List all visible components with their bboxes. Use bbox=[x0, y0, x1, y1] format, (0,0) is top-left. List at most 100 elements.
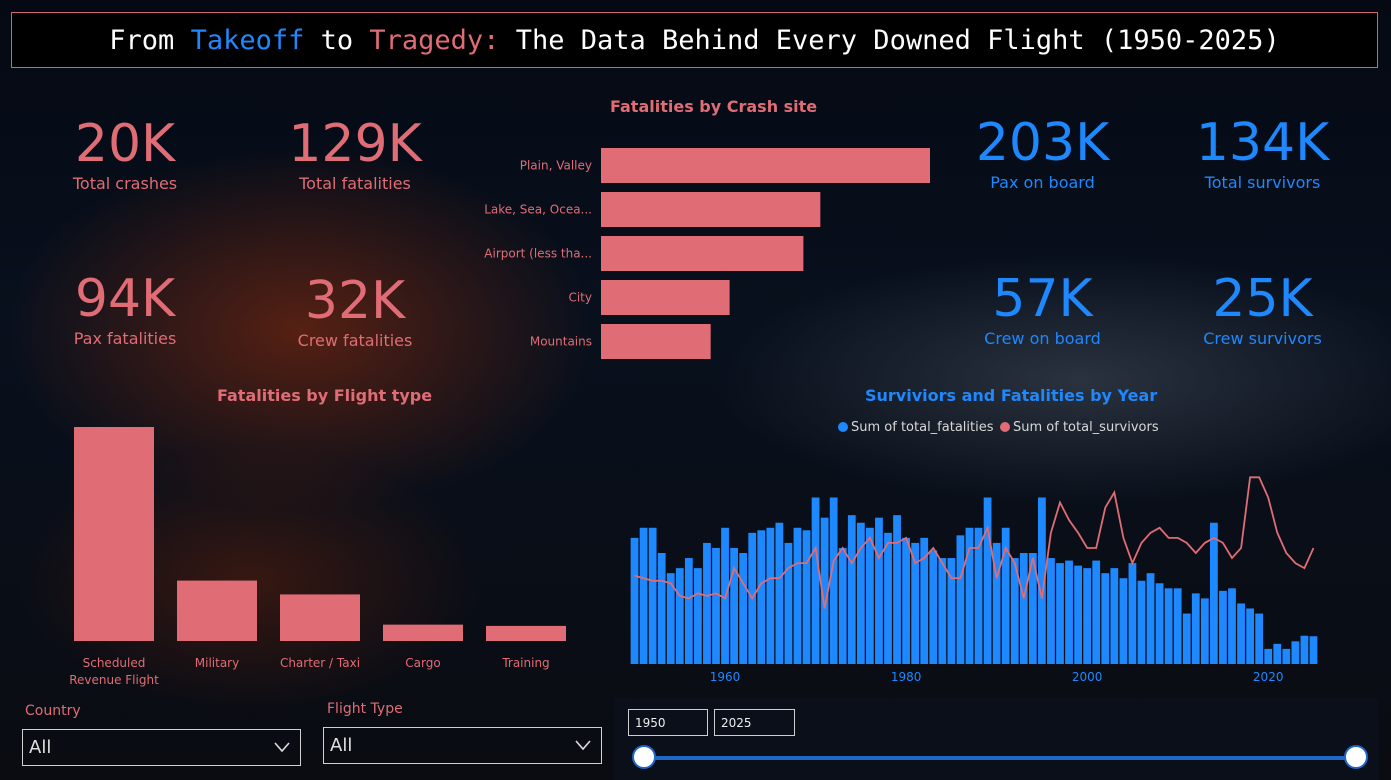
fatalities-bar bbox=[684, 558, 693, 664]
range-start-handle[interactable] bbox=[632, 745, 656, 769]
kpi-crew-on-board: 57K Crew on board bbox=[955, 271, 1130, 348]
survivors-line bbox=[634, 476, 1315, 609]
dashboard-title: From Takeoff to Tragedy: The Data Behind… bbox=[11, 12, 1378, 68]
fatalities-bar bbox=[675, 568, 684, 664]
flight-type-bar bbox=[383, 624, 463, 641]
flight-type-chart: Scheduled Revenue Flight Military Charter /… bbox=[69, 427, 566, 687]
fatalities-bar bbox=[775, 522, 784, 664]
fatalities-bar bbox=[1200, 598, 1209, 664]
flight-type-chart-title: Fatalities by Flight type bbox=[217, 386, 433, 405]
crash-site-bar bbox=[601, 280, 730, 315]
year-range-slicer: 1950 2025 bbox=[614, 698, 1379, 780]
fatalities-bar bbox=[1074, 565, 1082, 664]
fatalities-bar bbox=[920, 537, 929, 664]
title-part: Tragedy: bbox=[369, 24, 500, 56]
kpi-value: 57K bbox=[992, 269, 1093, 329]
kpi-crew-fatalities: 32K Crew fatalities bbox=[270, 273, 440, 350]
kpi-label: Crew survivors bbox=[1203, 329, 1322, 348]
fatalities-bar bbox=[1237, 603, 1245, 664]
fatalities-bar bbox=[739, 553, 748, 664]
kpi-pax-on-board: 203K Pax on board bbox=[955, 115, 1130, 192]
fatalities-bar bbox=[1155, 583, 1164, 664]
fatalities-bar bbox=[1110, 568, 1119, 664]
fatalities-bar bbox=[1028, 553, 1037, 664]
legend-marker bbox=[1000, 422, 1010, 432]
year-axis-tick-label: 1980 bbox=[891, 670, 922, 684]
fatalities-bar bbox=[784, 542, 793, 664]
fatalities-bar bbox=[911, 542, 920, 664]
country-dropdown[interactable]: All bbox=[22, 729, 301, 766]
fatalities-bar bbox=[1047, 558, 1055, 664]
fatalities-bar bbox=[1246, 608, 1254, 664]
range-end-input[interactable]: 2025 bbox=[714, 709, 795, 736]
fatalities-bar bbox=[974, 527, 983, 664]
fatalities-bar bbox=[965, 527, 974, 664]
fatalities-bar bbox=[1128, 563, 1137, 664]
year-chart: Sum of total_fatalities Sum of total_surv… bbox=[630, 420, 1318, 684]
kpi-value: 32K bbox=[304, 271, 406, 331]
fatalities-bar bbox=[983, 497, 992, 664]
fatalities-bar bbox=[639, 527, 648, 664]
legend-marker bbox=[838, 422, 848, 432]
fatalities-bar bbox=[1119, 578, 1128, 664]
kpi-label: Total fatalities bbox=[299, 174, 411, 193]
legend-label: Sum of total_survivors bbox=[1013, 420, 1159, 435]
crash-site-category-label: Lake, Sea, Ocea... bbox=[484, 203, 592, 217]
fatalities-bar bbox=[802, 530, 811, 664]
fatalities-bar bbox=[703, 542, 711, 664]
fatalities-bar bbox=[666, 573, 675, 664]
fatalities-bar bbox=[866, 527, 874, 664]
flight-type-bar bbox=[486, 625, 566, 641]
fatalities-bar bbox=[1010, 558, 1019, 664]
kpi-label: Total crashes bbox=[72, 174, 178, 193]
crash-site-bar bbox=[601, 236, 804, 271]
flight-type-category-label: Training bbox=[501, 656, 549, 670]
flight-type-bar bbox=[74, 427, 154, 641]
fatalities-bar bbox=[947, 558, 956, 664]
title-part: From bbox=[109, 24, 191, 56]
kpi-pax-fatalities: 94K Pax fatalities bbox=[40, 271, 210, 348]
flight-type-dropdown[interactable]: All bbox=[323, 727, 602, 764]
kpi-label: Crew on board bbox=[984, 329, 1101, 348]
crash-site-chart: Plain, Valley Lake, Sea, Ocea... Airport (… bbox=[484, 148, 930, 359]
year-axis-tick-label: 1960 bbox=[710, 670, 741, 684]
flight-type-dropdown-value: All bbox=[330, 735, 353, 756]
crash-site-bar bbox=[601, 324, 711, 359]
title-part: Takeoff bbox=[190, 24, 305, 56]
fatalities-bar bbox=[1019, 553, 1028, 664]
fatalities-bar bbox=[829, 497, 838, 664]
fatalities-bar bbox=[811, 497, 820, 664]
flight-type-category-label: Military bbox=[195, 656, 239, 670]
fatalities-bar bbox=[884, 532, 892, 664]
fatalities-bar bbox=[1083, 568, 1092, 664]
kpi-total-fatalities: 129K Total fatalities bbox=[270, 116, 440, 193]
fatalities-bar bbox=[1300, 635, 1309, 664]
fatalities-bar bbox=[657, 553, 666, 664]
crash-site-category-label: Airport (less tha... bbox=[484, 247, 592, 261]
fatalities-bar bbox=[1273, 643, 1282, 664]
fatalities-bar bbox=[1065, 560, 1073, 664]
fatalities-bar bbox=[1210, 522, 1218, 664]
fatalities-bar bbox=[992, 542, 1001, 664]
kpi-value: 203K bbox=[975, 113, 1110, 173]
flight-type-category-label: Revenue Flight bbox=[69, 673, 159, 687]
fatalities-bar bbox=[1001, 527, 1010, 664]
fatalities-bar bbox=[712, 547, 720, 664]
range-start-input[interactable]: 1950 bbox=[628, 709, 708, 736]
fatalities-bar bbox=[902, 537, 910, 664]
year-axis-tick-label: 2020 bbox=[1253, 670, 1284, 684]
flight-type-bar bbox=[177, 580, 257, 641]
fatalities-bar bbox=[648, 527, 657, 664]
kpi-total-survivors: 134K Total survivors bbox=[1175, 115, 1350, 192]
kpi-value: 94K bbox=[74, 269, 176, 329]
fatalities-bar bbox=[730, 547, 738, 664]
fatalities-bar bbox=[1182, 613, 1191, 664]
range-slider-track[interactable] bbox=[644, 756, 1356, 760]
fatalities-bar bbox=[1309, 636, 1318, 664]
crash-site-bar bbox=[601, 192, 821, 227]
kpi-value: 134K bbox=[1195, 113, 1330, 173]
kpi-label: Crew fatalities bbox=[297, 331, 413, 350]
fatalities-bar bbox=[938, 558, 947, 664]
kpi-value: 129K bbox=[288, 114, 422, 174]
range-end-handle[interactable] bbox=[1344, 745, 1368, 769]
